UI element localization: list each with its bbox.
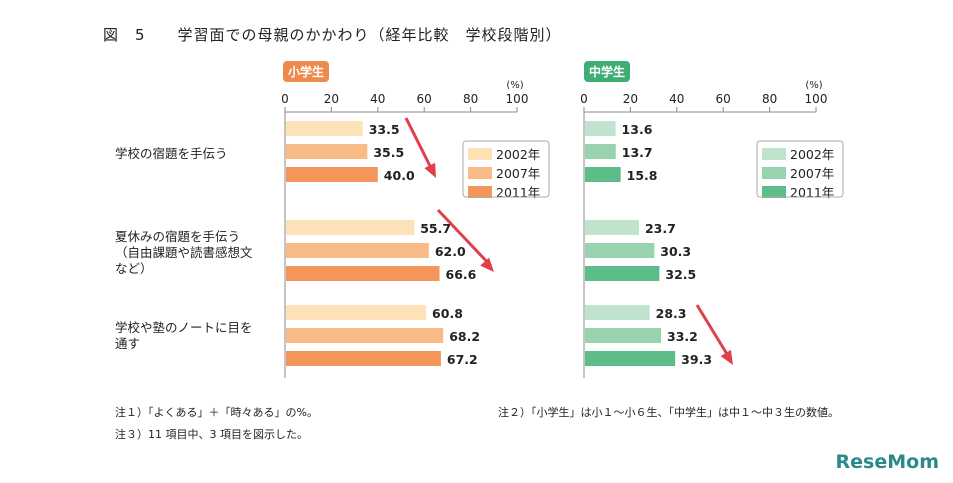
- data-label: 33.5: [369, 122, 400, 137]
- legend-swatch: [762, 186, 786, 198]
- resemom-logo: ReseMom: [835, 451, 939, 473]
- trend-arrow-head: [480, 257, 494, 272]
- x-tick-label: 80: [463, 92, 478, 106]
- bar: [585, 144, 616, 159]
- legend-swatch: [762, 148, 786, 160]
- legend-swatch: [762, 167, 786, 179]
- note-3: 注３）11 項目中、3 項目を図示した。: [115, 428, 308, 441]
- x-tick-label: 0: [281, 92, 289, 106]
- bar: [286, 266, 440, 281]
- data-label: 40.0: [384, 168, 415, 183]
- data-label: 13.7: [622, 145, 653, 160]
- data-label: 68.2: [449, 329, 480, 344]
- bar: [585, 328, 662, 343]
- data-label: 32.5: [665, 267, 696, 282]
- legend-label: 2011年: [790, 185, 834, 200]
- bar: [286, 220, 415, 235]
- bar: [585, 351, 676, 366]
- legend-label: 2007年: [496, 166, 540, 181]
- legend-label: 2011年: [496, 185, 540, 200]
- bar: [585, 220, 639, 235]
- data-label: 66.6: [446, 267, 477, 282]
- x-tick-label: 40: [370, 92, 385, 106]
- x-tick-label: 20: [623, 92, 638, 106]
- legend-label: 2002年: [790, 147, 834, 162]
- category-label: 夏休みの宿題を手伝う （自由課題や読書感想文 など）: [115, 229, 253, 276]
- x-tick-label: 40: [669, 92, 684, 106]
- x-tick-label: 60: [417, 92, 432, 106]
- data-label: 60.8: [432, 306, 463, 321]
- legend-label: 2007年: [790, 166, 834, 181]
- legend-swatch: [468, 186, 492, 198]
- note-1: 注１）「よくある」＋「時々ある」の%。: [115, 406, 318, 419]
- x-tick-label: 100: [506, 92, 529, 106]
- panel-badge-junior: 中学生: [584, 61, 631, 82]
- unit-label: (%): [805, 80, 822, 91]
- bar: [585, 266, 660, 281]
- data-label: 30.3: [660, 244, 691, 259]
- x-tick-label: 0: [580, 92, 588, 106]
- panel-badge-elementary: 小学生: [283, 61, 330, 82]
- legend-swatch: [468, 148, 492, 160]
- bar: [286, 351, 441, 366]
- bar: [286, 144, 368, 159]
- bar: [286, 328, 444, 343]
- data-label: 35.5: [373, 145, 404, 160]
- legend-box: [462, 140, 550, 198]
- data-label: 23.7: [645, 221, 676, 236]
- x-tick-label: 80: [762, 92, 777, 106]
- x-tick-label: 20: [324, 92, 339, 106]
- trend-arrow: [695, 304, 732, 360]
- data-label: 39.3: [681, 352, 712, 367]
- bar: [585, 243, 655, 258]
- figure-title: 図 5 学習面での母親のかかわり（経年比較 学校段階別）: [103, 26, 562, 44]
- bar: [286, 121, 363, 136]
- data-label: 13.6: [622, 122, 653, 137]
- note-2: 注２）「小学生」は小１～小６生、「中学生」は中１～中３生の数値。: [498, 406, 839, 419]
- bar: [286, 305, 427, 320]
- x-tick-label: 60: [716, 92, 731, 106]
- trend-arrow-head: [720, 349, 733, 365]
- bar: [585, 121, 616, 136]
- legend-swatch: [468, 167, 492, 179]
- trend-arrow: [436, 208, 493, 268]
- data-label: 62.0: [435, 244, 466, 259]
- legend-label: 2002年: [496, 147, 540, 162]
- data-label: 15.8: [627, 168, 658, 183]
- x-tick-label: 100: [805, 92, 828, 106]
- bar: [286, 167, 378, 182]
- data-label: 28.3: [656, 306, 687, 321]
- trend-arrow: [404, 117, 435, 173]
- legend-box: [756, 140, 844, 198]
- bar: [585, 305, 650, 320]
- trend-arrow-head: [424, 162, 436, 178]
- category-label: 学校の宿題を手伝う: [115, 146, 228, 161]
- bar: [585, 167, 621, 182]
- data-label: 33.2: [667, 329, 698, 344]
- bar: [286, 243, 429, 258]
- category-label: 学校や塾のノートに目を 通す: [115, 320, 253, 351]
- unit-label: (%): [506, 80, 523, 91]
- data-label: 55.7: [420, 221, 451, 236]
- data-label: 67.2: [447, 352, 478, 367]
